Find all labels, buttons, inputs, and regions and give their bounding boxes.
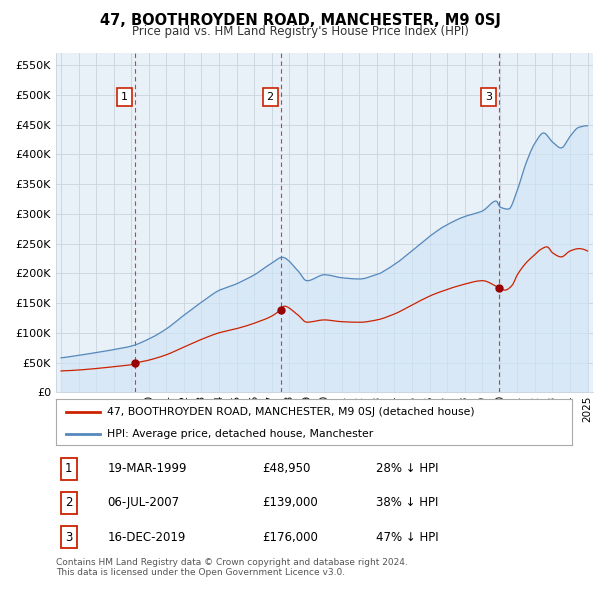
Text: 38% ↓ HPI: 38% ↓ HPI [376,496,438,510]
Text: 2: 2 [266,92,274,102]
Text: 47% ↓ HPI: 47% ↓ HPI [376,530,439,543]
Text: 3: 3 [485,92,492,102]
Text: HPI: Average price, detached house, Manchester: HPI: Average price, detached house, Manc… [107,429,374,439]
Text: 06-JUL-2007: 06-JUL-2007 [107,496,179,510]
Text: 28% ↓ HPI: 28% ↓ HPI [376,463,438,476]
Text: 47, BOOTHROYDEN ROAD, MANCHESTER, M9 0SJ (detached house): 47, BOOTHROYDEN ROAD, MANCHESTER, M9 0SJ… [107,407,475,417]
Text: 1: 1 [121,92,128,102]
Text: Contains HM Land Registry data © Crown copyright and database right 2024.
This d: Contains HM Land Registry data © Crown c… [56,558,407,577]
Text: Price paid vs. HM Land Registry's House Price Index (HPI): Price paid vs. HM Land Registry's House … [131,25,469,38]
Text: 47, BOOTHROYDEN ROAD, MANCHESTER, M9 0SJ: 47, BOOTHROYDEN ROAD, MANCHESTER, M9 0SJ [100,13,500,28]
Text: 3: 3 [65,530,73,543]
Text: 19-MAR-1999: 19-MAR-1999 [107,463,187,476]
Text: £176,000: £176,000 [262,530,318,543]
Text: 16-DEC-2019: 16-DEC-2019 [107,530,186,543]
Text: £139,000: £139,000 [262,496,318,510]
Text: £48,950: £48,950 [262,463,311,476]
Text: 1: 1 [65,463,73,476]
Text: 2: 2 [65,496,73,510]
